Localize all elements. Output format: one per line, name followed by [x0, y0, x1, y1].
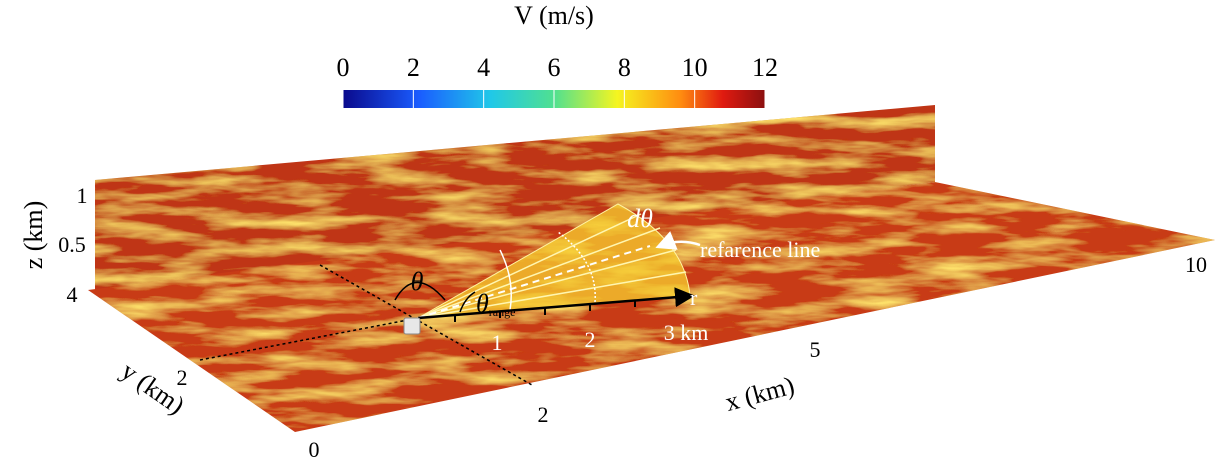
y-tick-label: 0 — [309, 437, 320, 462]
z-tick-label: 1 — [77, 183, 88, 208]
x-tick-label: 5 — [810, 337, 821, 362]
lidar-icon — [403, 317, 421, 335]
colorbar-tick-label: 0 — [337, 53, 350, 82]
vertical-plane — [95, 105, 935, 292]
theta-label: θ — [411, 267, 424, 296]
x-tick-label: 2 — [538, 402, 549, 427]
r-tick-label: 3 km — [664, 320, 709, 345]
d-theta-label: dθ — [627, 204, 653, 233]
x-tick-label: 10 — [1185, 252, 1207, 277]
x-axis-label: x (km) — [722, 371, 797, 417]
theta-arc — [394, 281, 446, 301]
beam-lines — [417, 213, 687, 319]
colorbar-tick-label: 6 — [548, 53, 561, 82]
guide-line — [199, 317, 419, 361]
reference-line-label: refarence line — [700, 237, 820, 262]
r-axis — [417, 287, 695, 320]
theta-range-subscript: range — [489, 305, 516, 319]
colorbar-title: V (m/s) — [514, 1, 594, 30]
z-tick-label: 4 — [67, 282, 78, 307]
z-axis-label: z (km) — [19, 201, 48, 270]
colorbar-tick-label: 4 — [477, 53, 490, 82]
theta-range-label: θrange — [476, 289, 515, 319]
horizontal-plane — [88, 182, 1215, 432]
theta-range-symbol: θ — [476, 289, 489, 318]
r-tick-label: 2 — [585, 327, 596, 352]
guide-line — [319, 264, 533, 386]
range-arc — [557, 231, 596, 303]
y-tick-label: 2 — [177, 365, 188, 390]
z-tick-label: 0.5 — [58, 232, 86, 257]
r-tick-label: 1 — [492, 330, 503, 355]
colorbar-tick-label: 12 — [752, 53, 778, 82]
reference-line — [417, 245, 651, 319]
r-axis-label: r — [690, 285, 698, 310]
reference-arrow — [655, 231, 701, 250]
r-axis-ticks — [454, 300, 636, 322]
colorbar-tick-label: 2 — [407, 53, 420, 82]
theta-range-arc — [459, 291, 476, 313]
colorbar-tick-label: 8 — [618, 53, 631, 82]
range-arc — [499, 249, 512, 311]
colorbar-tick-label: 10 — [682, 53, 708, 82]
